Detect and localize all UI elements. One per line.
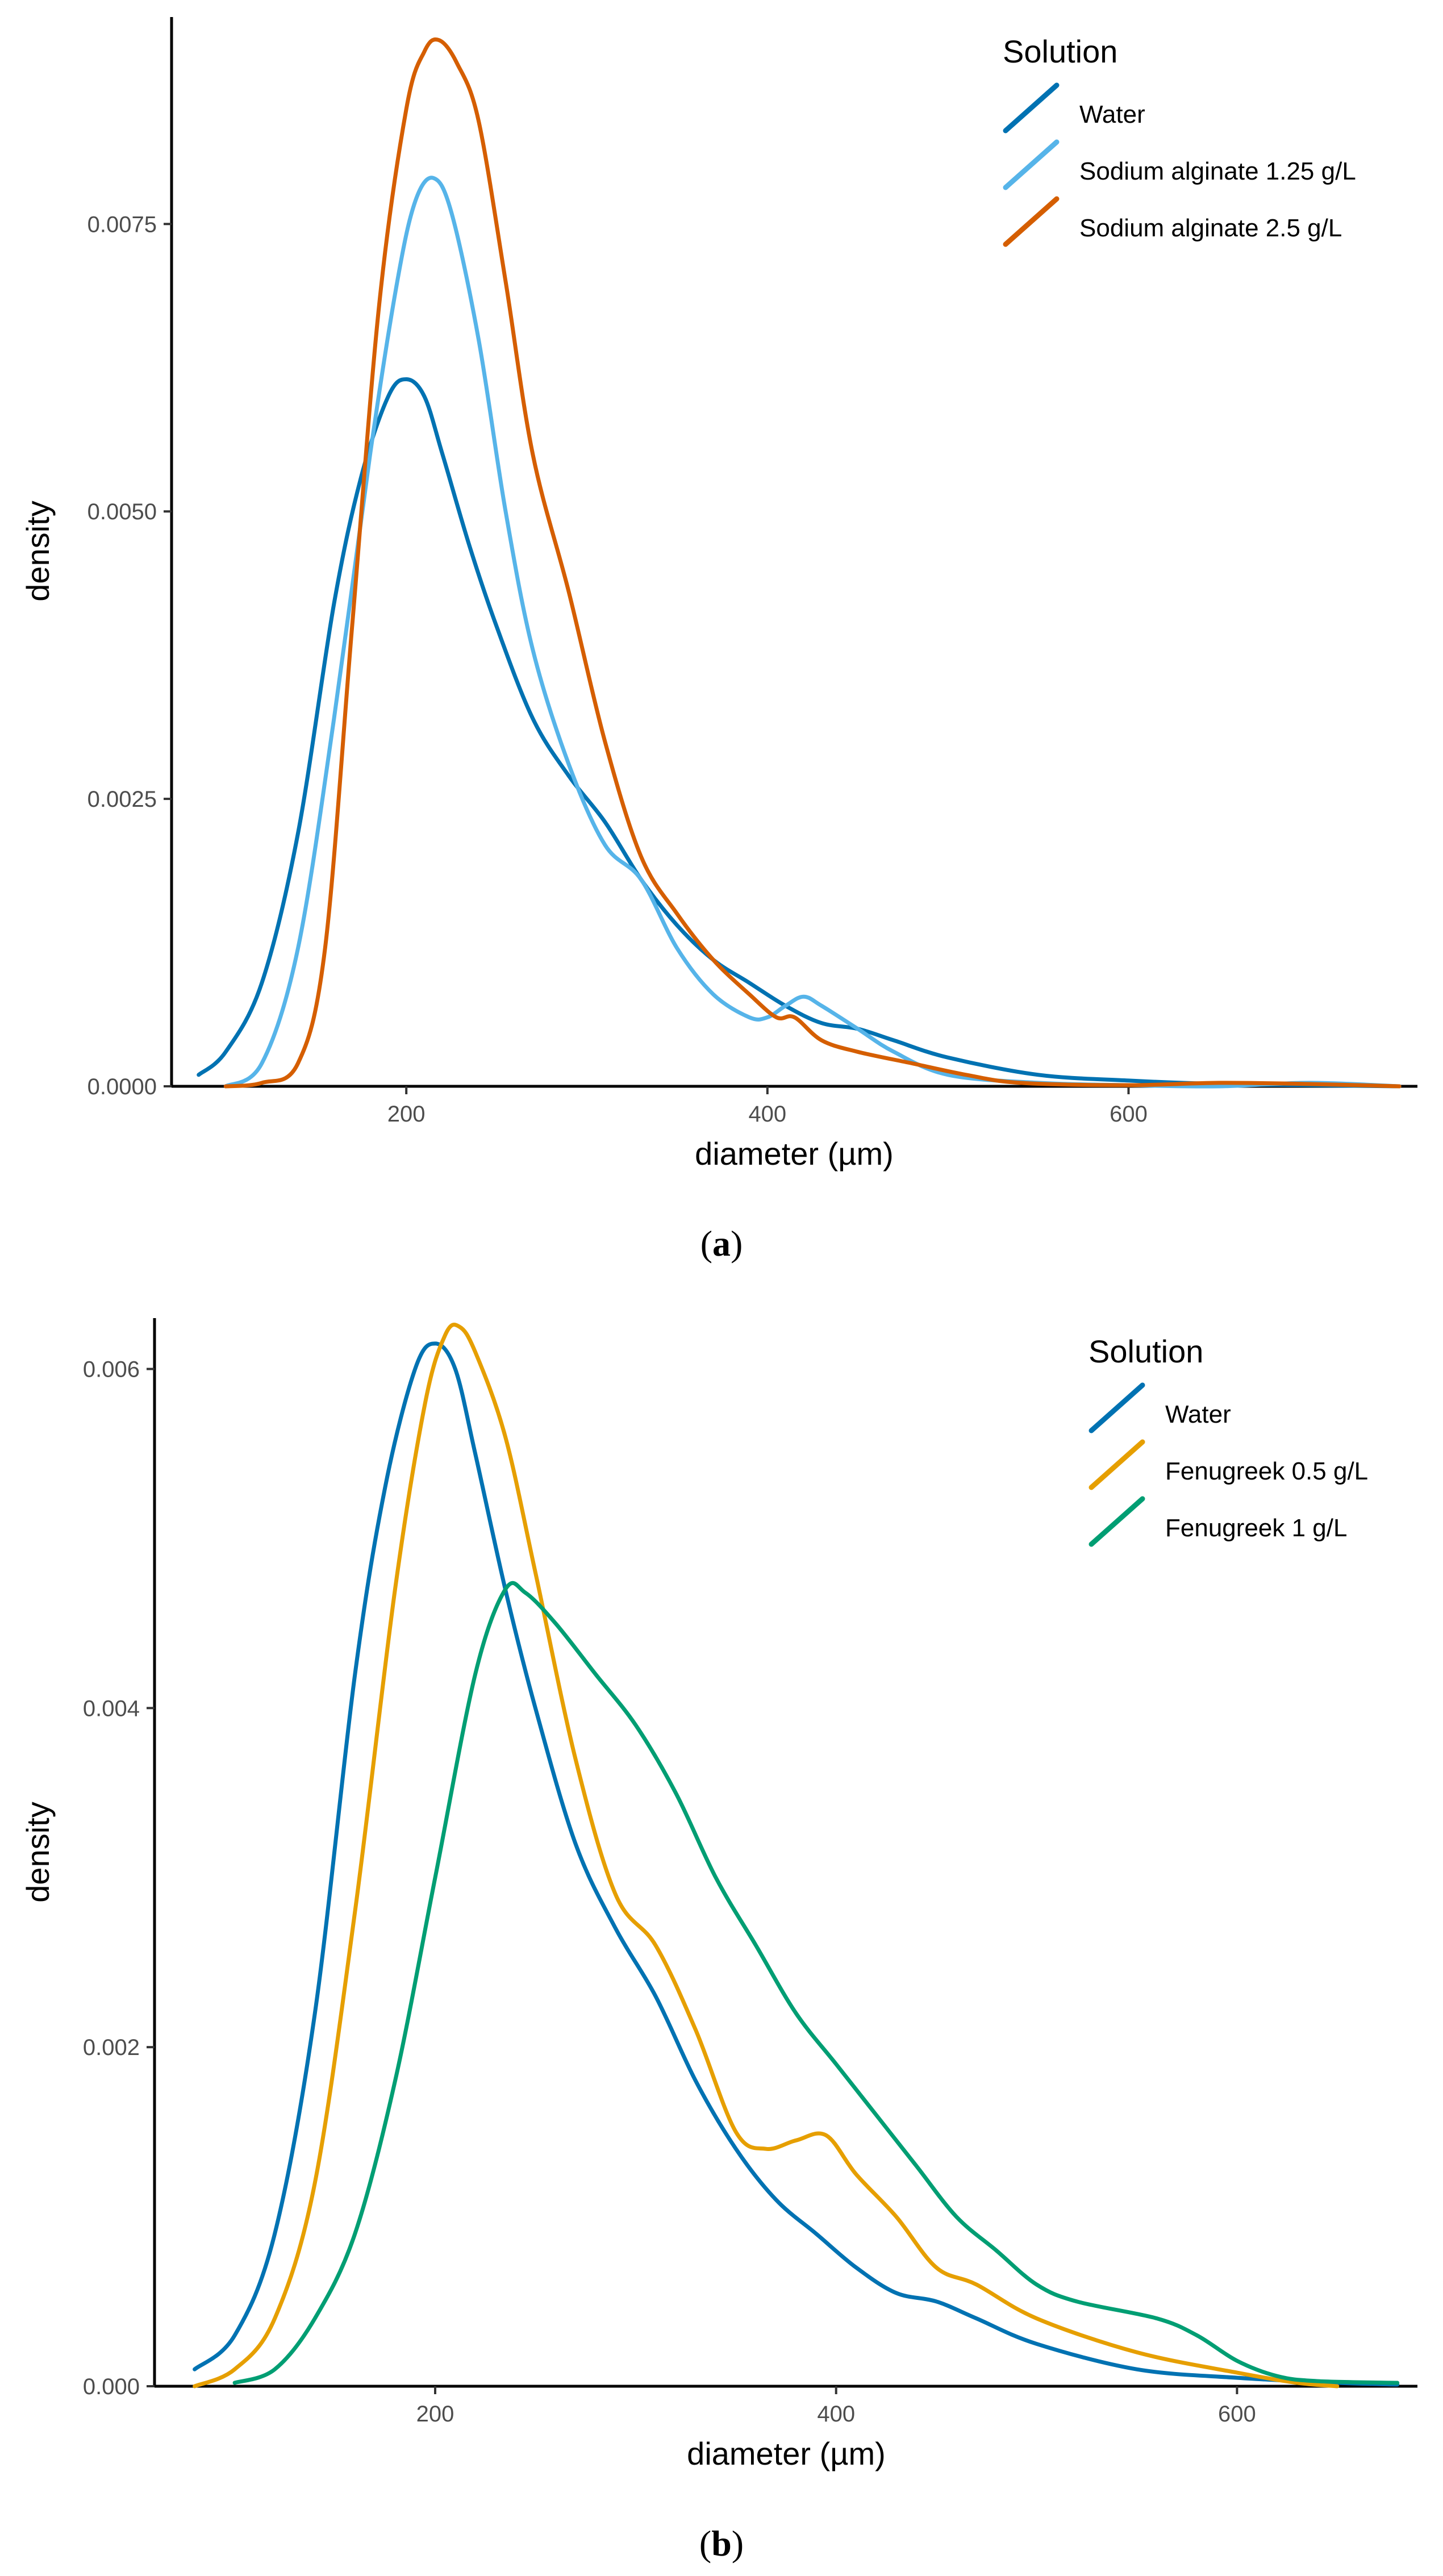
panel-a-y-tick-label: 0.0075 — [87, 212, 157, 237]
panel-b-series-line-water — [193, 1341, 1400, 2387]
panel-b-legend-key-fenugreek-0-5-g-l — [1088, 1439, 1145, 1490]
panel-a-legend-label-sodium-alginate-1-25-g-l: Sodium alginate 1.25 g/L — [1079, 157, 1356, 185]
panel-b-x-axis-title: diameter (µm) — [687, 2436, 886, 2471]
panel-a-series-line-water — [197, 377, 1402, 1089]
panel-a-x-axis-title: diameter (µm) — [695, 1136, 894, 1172]
panel-a-x-tick-label: 600 — [1110, 1102, 1148, 1127]
panel-b-legend-label-water: Water — [1165, 1400, 1231, 1428]
panel-b-x-tick-label: 200 — [416, 2402, 454, 2427]
panel-b-caption-letter: b — [711, 2523, 732, 2564]
panel-b-x-tick-label: 400 — [817, 2402, 855, 2427]
panel-a-series-line-sodium-alginate-2-5-g-l — [223, 37, 1402, 1089]
panel-b-series-line-fenugreek-1-g-l — [232, 1581, 1400, 2385]
panel-a-series-line-sodium-alginate-1-25-g-l — [223, 176, 1402, 1089]
panel-b-chart: density diameter (µm) Solution 200 400 600… — [20, 1318, 1417, 2471]
panel-a-y-tick-label: 0.0025 — [87, 787, 157, 812]
panel-a-x-tick-label: 200 — [387, 1102, 426, 1127]
panel-a-caption-letter: a — [712, 1223, 731, 1264]
panel-b-y-tick-label: 0.002 — [83, 2035, 140, 2060]
panel-a-y-axis-title: density — [20, 501, 56, 601]
panel-b-legend-key-fenugreek-1-g-l — [1088, 1496, 1145, 1547]
panel-a-x-tick-label: 400 — [748, 1102, 786, 1127]
panel-b-y-tick-label: 0.006 — [83, 1357, 140, 1382]
panel-a-caption: (a) — [700, 1223, 743, 1264]
panel-b-caption-open: ( — [699, 2523, 711, 2564]
panel-a-legend-key-sodium-alginate-1-25-g-l — [1003, 139, 1060, 190]
panel-a-caption-open: ( — [700, 1223, 712, 1264]
panel-b-y-tick-label: 0.004 — [83, 1696, 140, 1721]
panel-b-y-tick-label: 0.000 — [83, 2374, 140, 2399]
panel-b-caption-close: ) — [732, 2523, 744, 2564]
panel-a-chart: density diameter (µm) Solution 200 400 600… — [20, 17, 1417, 1172]
panel-b-legend-label-fenugreek-0-5-g-l: Fenugreek 0.5 g/L — [1165, 1457, 1368, 1485]
panel-a-caption-close: ) — [731, 1223, 743, 1264]
panel-b-y-axis-title: density — [20, 1802, 56, 1902]
panel-a-legend-label-water: Water — [1079, 101, 1145, 128]
panel-b-legend-title: Solution — [1088, 1333, 1203, 1369]
panel-a-y-tick-label: 0.0000 — [87, 1074, 157, 1099]
panel-b-caption: (b) — [699, 2523, 744, 2564]
panel-a-legend-key-water — [1003, 82, 1060, 134]
panel-b-legend-label-fenugreek-1-g-l: Fenugreek 1 g/L — [1165, 1514, 1347, 1542]
panel-a-legend-key-sodium-alginate-2-5-g-l — [1003, 196, 1060, 247]
panel-a-legend-label-sodium-alginate-2-5-g-l: Sodium alginate 2.5 g/L — [1079, 214, 1342, 242]
panel-b-series-line-fenugreek-0-5-g-l — [193, 1323, 1340, 2389]
panel-a-y-tick-label: 0.0050 — [87, 499, 157, 524]
panel-b-legend-key-water — [1088, 1382, 1145, 1433]
panel-a-legend-title: Solution — [1003, 34, 1117, 69]
panel-b-x-tick-label: 600 — [1218, 2402, 1256, 2427]
